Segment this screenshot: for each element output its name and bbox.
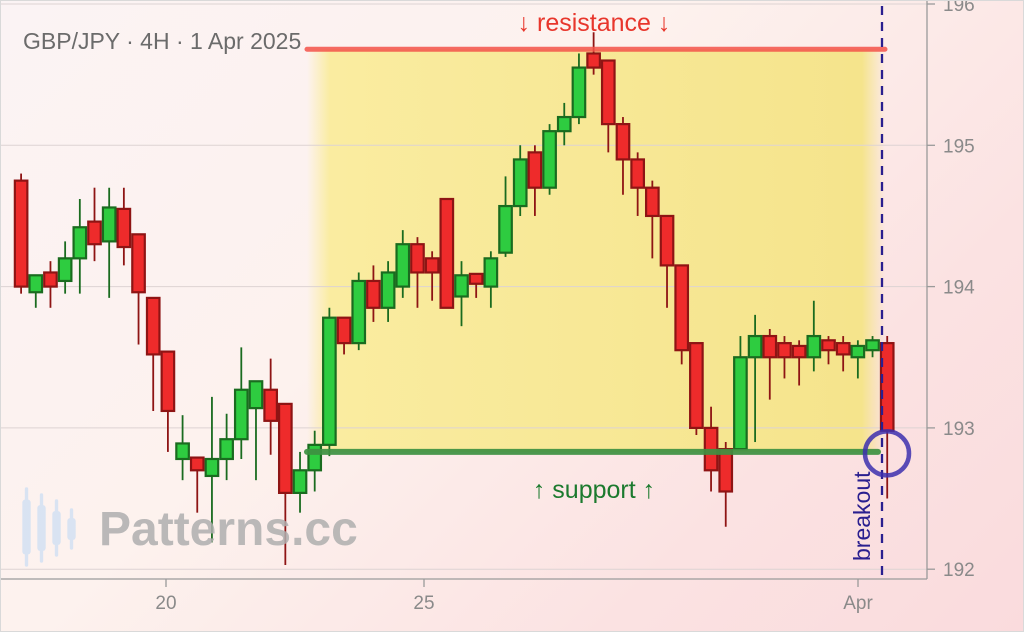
svg-text:194: 194	[943, 278, 975, 299]
svg-text:193: 193	[943, 419, 975, 440]
svg-text:196: 196	[943, 1, 975, 16]
svg-text:25: 25	[413, 593, 434, 614]
svg-text:Patterns.cc: Patterns.cc	[99, 503, 358, 556]
svg-text:Apr: Apr	[843, 593, 873, 614]
svg-text:195: 195	[943, 136, 975, 157]
svg-text:192: 192	[943, 560, 975, 581]
svg-text:↓ resistance ↓: ↓ resistance ↓	[518, 9, 671, 37]
svg-text:breakout: breakout	[849, 471, 875, 561]
svg-text:↑ support ↑: ↑ support ↑	[533, 476, 655, 504]
svg-text:GBP/JPY · 4H · 1 Apr 2025: GBP/JPY · 4H · 1 Apr 2025	[23, 28, 301, 54]
svg-text:20: 20	[155, 593, 176, 614]
